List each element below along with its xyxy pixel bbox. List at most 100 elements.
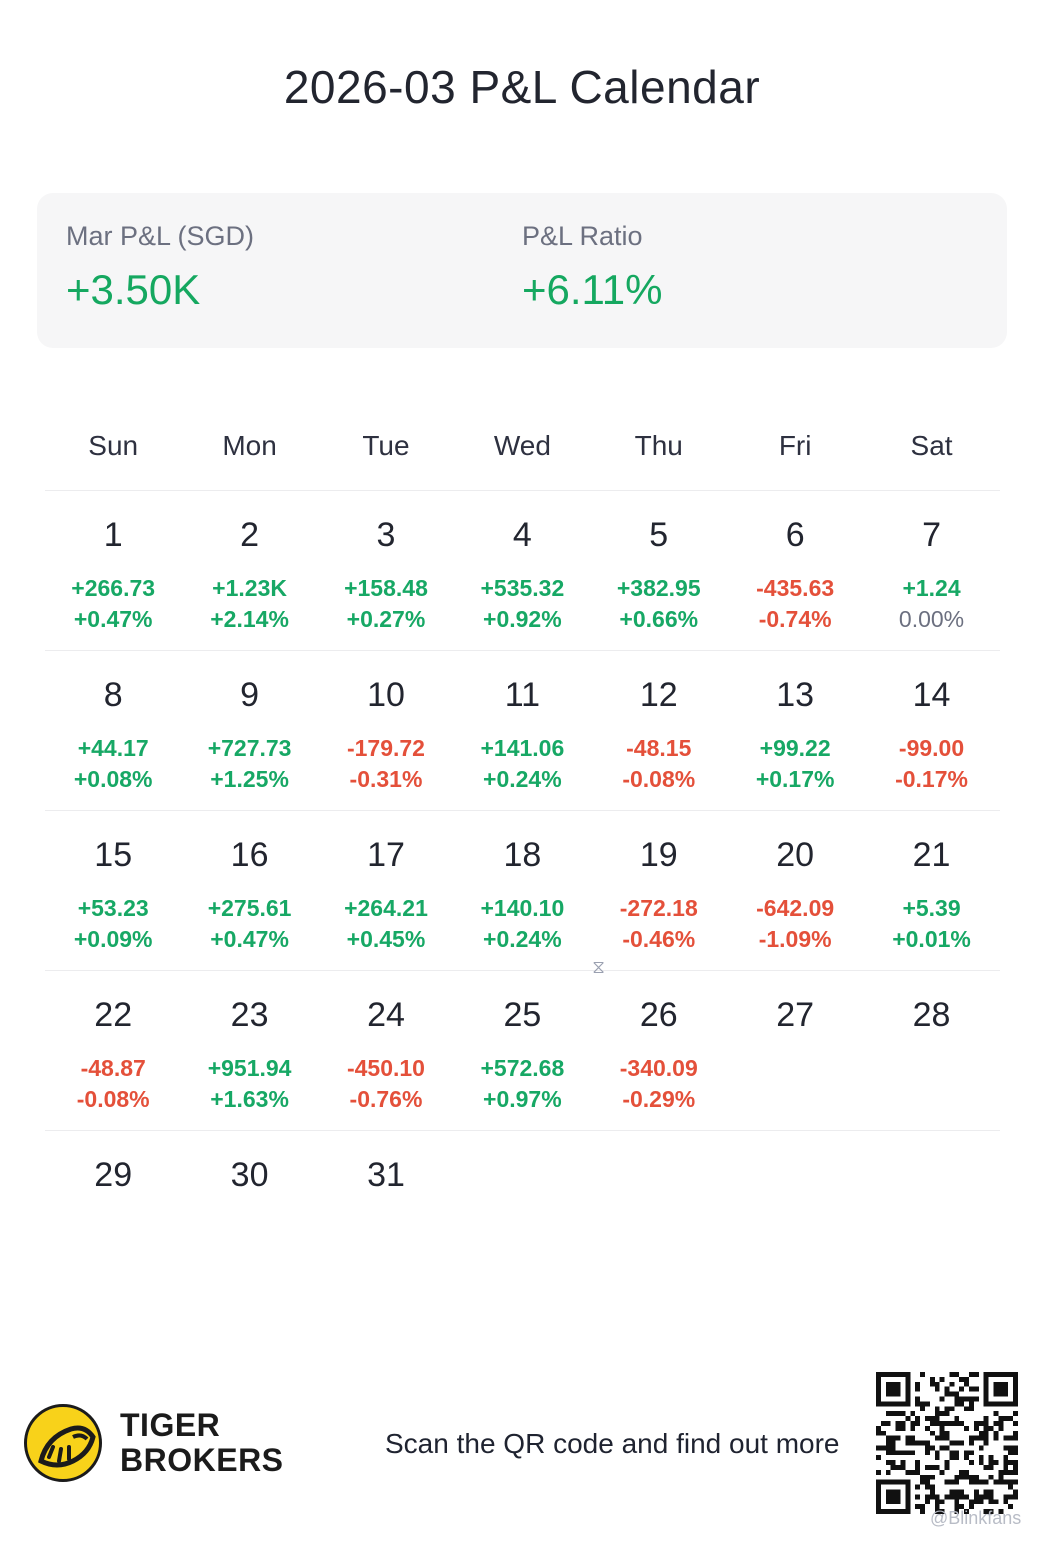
- day-pnl-value: -48.87: [80, 1055, 146, 1081]
- calendar-grid: 1 +266.73 +0.47% 2 +1.23K +2.14% 3 +158.48 +0.27…: [45, 491, 1000, 1291]
- day-pnl-value: +158.48: [344, 575, 428, 601]
- monthly-pnl-value: +3.50K: [66, 266, 201, 313]
- pnl-ratio-value: +6.11%: [522, 266, 663, 313]
- day-pnl-value: +264.21: [344, 895, 428, 921]
- day-pnl-percent: +0.45%: [346, 926, 426, 952]
- calendar-day-10[interactable]: 10 -179.72 -0.31%: [318, 651, 454, 810]
- weekday-header: Sun Mon Tue Wed Thu Fri Sat: [45, 430, 1000, 462]
- calendar-week-row: 1 +266.73 +0.47% 2 +1.23K +2.14% 3 +158.48 +0.27…: [45, 491, 1000, 651]
- brand-name: TIGER BROKERS: [120, 1408, 284, 1478]
- day-pnl-percent: +0.09%: [73, 926, 153, 952]
- calendar-day-5[interactable]: 5 +382.95 +0.66%: [591, 491, 727, 650]
- calendar-day-30[interactable]: 30: [181, 1131, 317, 1291]
- calendar-day-24[interactable]: 24 -450.10 -0.76%: [318, 971, 454, 1130]
- day-pnl-percent: +0.27%: [346, 606, 426, 632]
- day-number: 21: [912, 836, 951, 874]
- day-pnl-percent: +2.14%: [210, 606, 289, 632]
- weekday-mon: Mon: [222, 430, 277, 461]
- qr-modules: [876, 1372, 1018, 1514]
- day-pnl-value: -48.15: [626, 735, 692, 761]
- day-pnl-percent: +0.01%: [892, 926, 971, 952]
- day-number: 16: [230, 836, 269, 874]
- calendar-day-12[interactable]: 12 -48.15 -0.08%: [591, 651, 727, 810]
- calendar-day-4[interactable]: 4 +535.32 +0.92%: [454, 491, 590, 650]
- day-pnl-value: +99.22: [759, 735, 831, 761]
- calendar-day-8[interactable]: 8 +44.17 +0.08%: [45, 651, 181, 810]
- day-pnl-value: +951.94: [207, 1055, 292, 1081]
- day-number: 22: [94, 996, 133, 1034]
- day-number: 9: [240, 676, 260, 714]
- monthly-pnl-label: Mar P&L (SGD): [66, 221, 255, 251]
- calendar-day-19[interactable]: 19 -272.18 -0.46%: [591, 811, 727, 970]
- day-number: [863, 1155, 999, 1195]
- watermark-text: @Blinkfans: [930, 1508, 1022, 1528]
- day-number: 6: [785, 516, 805, 554]
- calendar-day-15[interactable]: 15 +53.23 +0.09%: [45, 811, 181, 970]
- day-pnl-percent: +0.24%: [483, 766, 562, 792]
- day-pnl-percent: 0.00%: [898, 606, 965, 632]
- day-pnl-percent: -0.46%: [622, 926, 696, 952]
- calendar-day-22[interactable]: 22 -48.87 -0.08%: [45, 971, 181, 1130]
- day-pnl-percent: -0.08%: [76, 1086, 150, 1112]
- calendar-day-7[interactable]: 7 +1.24 0.00%: [863, 491, 999, 650]
- day-number: [591, 1155, 727, 1195]
- calendar-day-3[interactable]: 3 +158.48 +0.27%: [318, 491, 454, 650]
- calendar-week-row: 29 30 31: [45, 1131, 1000, 1291]
- day-pnl-value: -340.09: [619, 1055, 698, 1081]
- calendar-day-1[interactable]: 1 +266.73 +0.47%: [45, 491, 181, 650]
- calendar-day-27[interactable]: 27: [727, 971, 863, 1130]
- calendar-day-26[interactable]: 26 ⧖ -340.09 -0.29%: [591, 957, 727, 1130]
- brand-line-1: TIGER: [120, 1407, 221, 1443]
- day-number: 8: [103, 676, 123, 714]
- day-pnl-percent: -0.74%: [758, 606, 832, 632]
- calendar-day-31[interactable]: 31: [318, 1131, 454, 1291]
- calendar-day-2[interactable]: 2 +1.23K +2.14%: [181, 491, 317, 650]
- day-number: 25: [503, 996, 542, 1034]
- calendar-day-16[interactable]: 16 +275.61 +0.47%: [181, 811, 317, 970]
- day-number: 12: [639, 676, 678, 714]
- day-number: 1: [103, 516, 123, 554]
- day-number: 28: [912, 996, 951, 1034]
- calendar-day-21[interactable]: 21 +5.39 +0.01%: [863, 811, 999, 970]
- weekday-thu: Thu: [634, 430, 683, 461]
- day-pnl-value: +1.23K: [212, 575, 287, 601]
- calendar-day-23[interactable]: 23 +951.94 +1.63%: [181, 971, 317, 1130]
- calendar-day-17[interactable]: 17 +264.21 +0.45%: [318, 811, 454, 970]
- day-pnl-percent: -0.31%: [349, 766, 423, 792]
- summary-card: Mar P&L (SGD) +3.50K P&L Ratio +6.11%: [37, 193, 1007, 348]
- calendar-day-25[interactable]: 25 +572.68 +0.97%: [454, 971, 590, 1130]
- day-pnl-percent: -0.29%: [622, 1086, 696, 1112]
- hourglass-icon: ⧖: [592, 957, 605, 977]
- day-number: [454, 1155, 590, 1195]
- calendar-day-empty: [727, 1131, 863, 1291]
- day-pnl-percent: -0.76%: [349, 1086, 423, 1112]
- calendar-day-29[interactable]: 29: [45, 1131, 181, 1291]
- calendar-day-11[interactable]: 11 +141.06 +0.24%: [454, 651, 590, 810]
- day-pnl-percent: +1.25%: [210, 766, 289, 792]
- day-number: 19: [639, 836, 678, 874]
- day-pnl-value: +141.06: [480, 735, 565, 761]
- weekday-sun: Sun: [88, 430, 139, 461]
- day-pnl-value: +275.61: [207, 895, 292, 921]
- calendar-day-28[interactable]: 28: [863, 971, 999, 1130]
- day-pnl-percent: +0.66%: [619, 606, 699, 632]
- weekday-fri: Fri: [778, 430, 812, 461]
- calendar-day-9[interactable]: 9 +727.73 +1.25%: [181, 651, 317, 810]
- calendar-day-18[interactable]: 18 +140.10 +0.24%: [454, 811, 590, 970]
- day-pnl-value: +382.95: [616, 575, 701, 601]
- day-pnl-percent: +0.24%: [483, 926, 562, 952]
- calendar-day-20[interactable]: 20 -642.09 -1.09%: [727, 811, 863, 970]
- weekday-sat: Sat: [910, 430, 953, 461]
- footer: TIGER BROKERS Scan the QR code and find …: [0, 1370, 1044, 1544]
- calendar-day-6[interactable]: 6 -435.63 -0.74%: [727, 491, 863, 650]
- day-number: 7: [922, 516, 941, 554]
- day-number: [727, 1155, 863, 1195]
- calendar-day-14[interactable]: 14 -99.00 -0.17%: [863, 651, 999, 810]
- calendar-day-13[interactable]: 13 +99.22 +0.17%: [727, 651, 863, 810]
- day-number: 24: [367, 996, 405, 1034]
- day-pnl-percent: -1.09%: [758, 926, 832, 952]
- day-number: 29: [94, 1156, 133, 1194]
- day-number: 3: [376, 516, 396, 554]
- qr-code[interactable]: [876, 1372, 1018, 1514]
- day-number: 2: [240, 516, 260, 554]
